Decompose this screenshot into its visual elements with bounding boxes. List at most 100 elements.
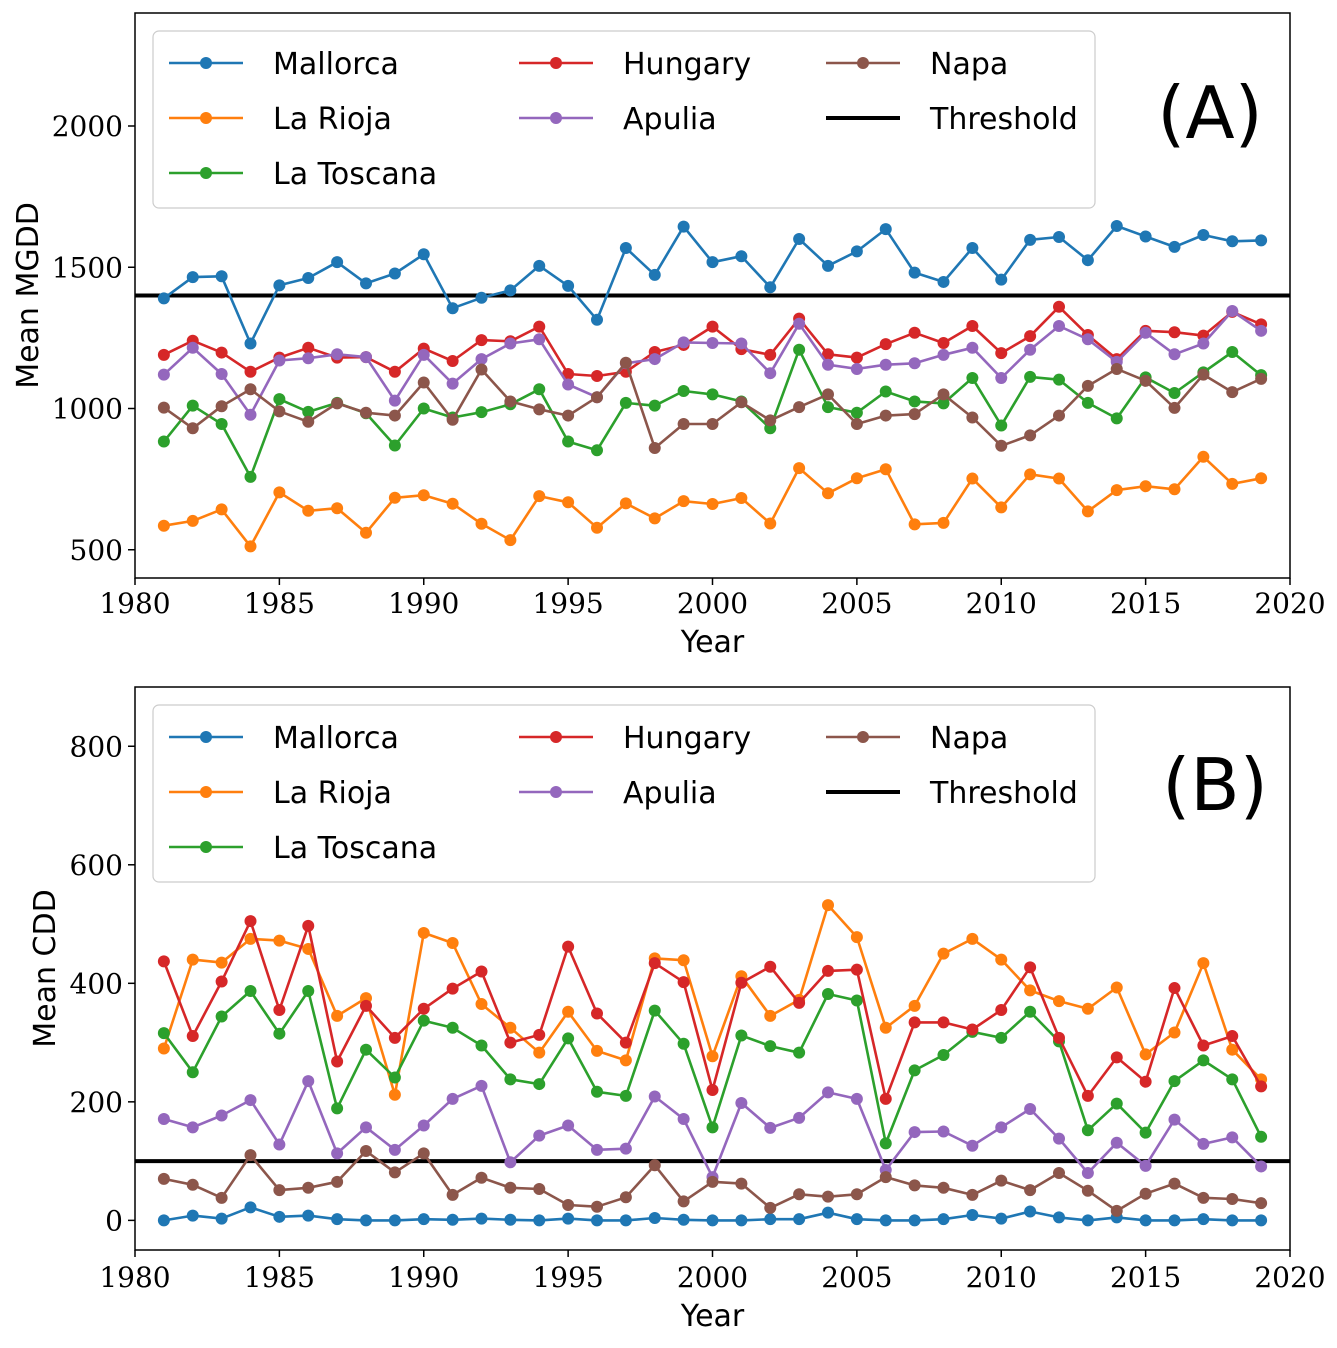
data-point [417,1119,430,1132]
legend-marker [200,57,212,69]
data-point [562,1212,575,1225]
data-point [273,1138,286,1151]
data-point [591,313,603,326]
data-point [966,341,979,354]
legend-entry: Mallorca [169,721,399,756]
series-la-rioja [157,450,1268,553]
legend-label: Threshold [929,776,1078,811]
data-point [1168,386,1181,399]
data-point [533,1182,546,1195]
data-point [1081,396,1094,409]
data-point [388,409,401,422]
data-point [388,267,401,280]
data-point [504,395,517,408]
data-point [1255,1160,1268,1173]
data-point [735,337,748,350]
data-point [764,281,777,294]
data-point [1168,1075,1181,1088]
data-point [995,419,1008,432]
data-point [475,1212,488,1225]
data-point [1081,1166,1094,1179]
data-point [591,1143,603,1156]
data-point [1110,1097,1123,1110]
data-point [273,279,286,292]
data-point [735,250,748,263]
data-point [215,1109,228,1122]
x-tick-label: 1985 [244,587,315,620]
data-point [446,497,459,510]
data-point [648,442,661,455]
data-point [215,1010,228,1023]
data-point [302,415,315,428]
data-point [157,292,170,305]
data-point [157,1042,170,1055]
data-point [793,317,806,330]
data-point [186,1121,199,1134]
data-point [1139,326,1152,339]
data-point [1110,1204,1123,1217]
data-point [273,934,286,947]
data-point [879,409,892,422]
data-point [1226,1030,1239,1043]
data-point [417,348,430,361]
data-point [648,268,661,281]
data-point [244,1094,257,1107]
data-point [793,996,806,1009]
data-point [417,926,430,939]
data-point [186,422,199,435]
x-tick-label: 1980 [99,1261,170,1294]
legend-box [152,704,1096,883]
data-point [186,399,199,412]
data-point [966,1188,979,1201]
data-point [1226,1214,1239,1227]
data-point [1024,984,1037,997]
data-point [1197,450,1210,463]
x-axis-title: Year [680,1299,745,1334]
data-point [1168,483,1181,496]
data-point [879,338,892,351]
data-point [533,320,546,333]
data-point [157,1113,170,1126]
data-point [908,1126,921,1139]
data-point [1024,961,1037,974]
data-point [908,1064,921,1077]
data-point [273,1003,286,1016]
data-point [850,362,863,375]
data-point [1226,1073,1239,1086]
data-point [1081,379,1094,392]
data-point [186,514,199,527]
data-point [677,418,690,431]
data-point [850,472,863,485]
data-point [850,963,863,976]
data-point [908,266,921,279]
data-point [504,1181,517,1194]
data-point [966,472,979,485]
data-point [619,356,632,369]
data-point [995,1003,1008,1016]
legend-label: La Rioja [273,102,392,137]
data-point [533,490,546,503]
data-point [1081,254,1094,267]
data-point [591,521,603,534]
data-point [157,368,170,381]
legend-label: Hungary [623,721,751,756]
data-point [706,1083,719,1096]
data-point [244,383,257,396]
data-point [850,418,863,431]
data-point [677,1113,690,1126]
data-point [475,291,488,304]
legend-label: La Toscana [273,831,437,866]
data-point [1053,409,1065,422]
data-point [1168,1026,1181,1039]
data-point [504,284,517,297]
data-point [1139,374,1152,387]
legend-label: Mallorca [273,721,399,756]
x-tick-label: 2015 [1110,1261,1181,1294]
legend-marker [200,841,212,853]
data-point [475,965,488,978]
data-point [850,245,863,258]
data-point [822,388,834,401]
data-point [504,1036,517,1049]
series-mallorca [157,220,1268,350]
x-tick-label: 2010 [966,587,1037,620]
